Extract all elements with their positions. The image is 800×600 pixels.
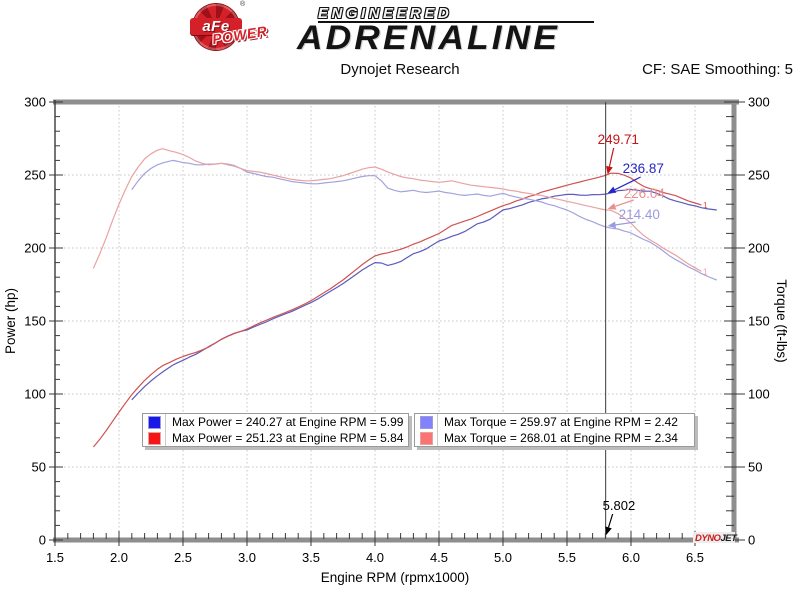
callout-value-label: 236.87 [623, 161, 664, 176]
x-tick-label: 2.5 [174, 550, 192, 565]
x-tick-label: 3.5 [302, 550, 320, 565]
brand-underline [318, 21, 594, 23]
x-tick-label: 4.5 [430, 550, 448, 565]
callout-arrow-line [615, 199, 634, 207]
curve-torque_blue [131, 159, 718, 281]
dynojet-watermark-dyno: DYNO [695, 533, 722, 544]
y-tick-label-right: 50 [748, 460, 762, 475]
callout-arrow-line [615, 221, 636, 226]
cursor-group[interactable]: 5.802 [603, 102, 636, 538]
power-blue-swatch [147, 415, 161, 429]
y-tick-label-left: 100 [24, 387, 46, 402]
callout-value-label: 214.40 [619, 207, 660, 222]
torque-red-swatch [419, 431, 433, 445]
curve-torque_red [92, 148, 702, 272]
y-tick-label-left: 0 [39, 533, 46, 548]
legend-label: Max Torque = 259.97 at Engine RPM = 2.42 [444, 415, 678, 429]
x-tick-label: 5.5 [558, 550, 576, 565]
x-tick-label: 3.0 [238, 550, 256, 565]
callout-value-label: 249.71 [598, 132, 639, 147]
legend-label: Max Power = 240.27 at Engine RPM = 5.99 [172, 415, 404, 429]
registered-mark: ® [240, 1, 246, 8]
y-tick-label-left: 300 [24, 95, 46, 110]
legend-label: Max Power = 251.23 at Engine RPM = 5.84 [172, 431, 404, 445]
torque-blue-swatch [419, 415, 433, 429]
cursor-rpm-label: 5.802 [603, 498, 636, 513]
legend-box-power[interactable]: Max Power = 240.27 at Engine RPM = 5.99 … [142, 413, 409, 447]
header: aFe ® POWER ENGINEERED ADRENALINE [0, 0, 800, 58]
callout-arrow-head [606, 165, 613, 175]
legend-row: Max Torque = 259.97 at Engine RPM = 2.42 [415, 414, 694, 430]
afe-badge-text: aFe [202, 18, 230, 35]
correction-factor-label: CF: SAE Smoothing: 5 [642, 61, 793, 78]
callout-arrow-head [607, 186, 617, 194]
y-tick-label-right: 200 [748, 241, 770, 256]
legend-row: Max Power = 251.23 at Engine RPM = 5.84 [143, 430, 408, 446]
value-callouts: 249.71 236.87 226.04 214.40 [598, 132, 666, 229]
axis-tick-labels: 1.5 2.0 2.5 3.0 3.5 4.0 4.5 5.0 5.5 6.0 6.5 0 0 50 50 1… [24, 95, 769, 566]
legend-row: Max Power = 240.27 at Engine RPM = 5.99 [143, 414, 408, 430]
y-tick-label-right: 300 [748, 95, 770, 110]
axis-ticks [49, 101, 745, 546]
x-tick-label: 6.0 [622, 550, 640, 565]
y-axis-title-right: Torque (ft-lbs) [774, 279, 789, 362]
run-number-marker: 1 [703, 200, 708, 210]
callout-arrow-head [605, 526, 612, 535]
callout-value-label: 226.04 [624, 186, 666, 201]
x-tick-label: 5.0 [494, 550, 512, 565]
page-title: Dynojet Research [340, 61, 460, 78]
y-tick-label-left: 150 [24, 314, 46, 329]
y-tick-label-right: 0 [748, 533, 755, 548]
callout-arrow-line [614, 176, 641, 191]
x-tick-label: 6.5 [686, 550, 704, 565]
x-axis-title: Engine RPM (rpmx1000) [321, 570, 470, 585]
callout-arrow-line [607, 513, 614, 528]
dynojet-watermark: DYNOJET [693, 532, 739, 544]
dyno-curves: 11 [92, 148, 718, 448]
brand-line-adrenaline: ADRENALINE [297, 19, 561, 57]
y-tick-label-right: 150 [748, 314, 770, 329]
legend-label: Max Torque = 268.01 at Engine RPM = 2.34 [444, 431, 678, 445]
grid-lines [56, 102, 733, 539]
run-number-marker: 1 [703, 266, 708, 276]
power-red-swatch [147, 431, 161, 445]
afe-power-logo: aFe [190, 4, 242, 50]
y-tick-label-right: 250 [748, 168, 770, 183]
y-tick-label-right: 100 [748, 387, 770, 402]
y-tick-label-left: 250 [24, 168, 46, 183]
brand-line-engineered: ENGINEERED [318, 5, 453, 22]
callout-arrow-line [608, 147, 615, 167]
afe-badge-band: aFe [190, 18, 242, 35]
callout-arrow-head [607, 221, 617, 229]
x-tick-label: 4.0 [366, 550, 384, 565]
x-tick-label: 1.5 [46, 550, 64, 565]
callout-arrow-head [607, 203, 617, 210]
legend-row: Max Torque = 268.01 at Engine RPM = 2.34 [415, 430, 694, 446]
y-axis-title-left: Power (hp) [3, 288, 18, 354]
svg-text:DYNOJET: DYNOJET [695, 533, 738, 544]
dyno-graph-canvas[interactable]: 11 1.5 2.0 2.5 3.0 3.5 4.0 4.5 5.0 5.5 6.0 6.50 050… [0, 80, 800, 600]
title-row: Dynojet Research CF: SAE Smoothing: 5 [0, 61, 800, 79]
y-tick-label-left: 50 [32, 460, 46, 475]
curve-power_red [92, 172, 702, 448]
x-tick-label: 2.0 [110, 550, 128, 565]
dynojet-watermark-jet: JET [720, 533, 738, 544]
y-tick-label-left: 200 [24, 241, 46, 256]
legend-box-torque[interactable]: Max Torque = 259.97 at Engine RPM = 2.42… [414, 413, 695, 447]
